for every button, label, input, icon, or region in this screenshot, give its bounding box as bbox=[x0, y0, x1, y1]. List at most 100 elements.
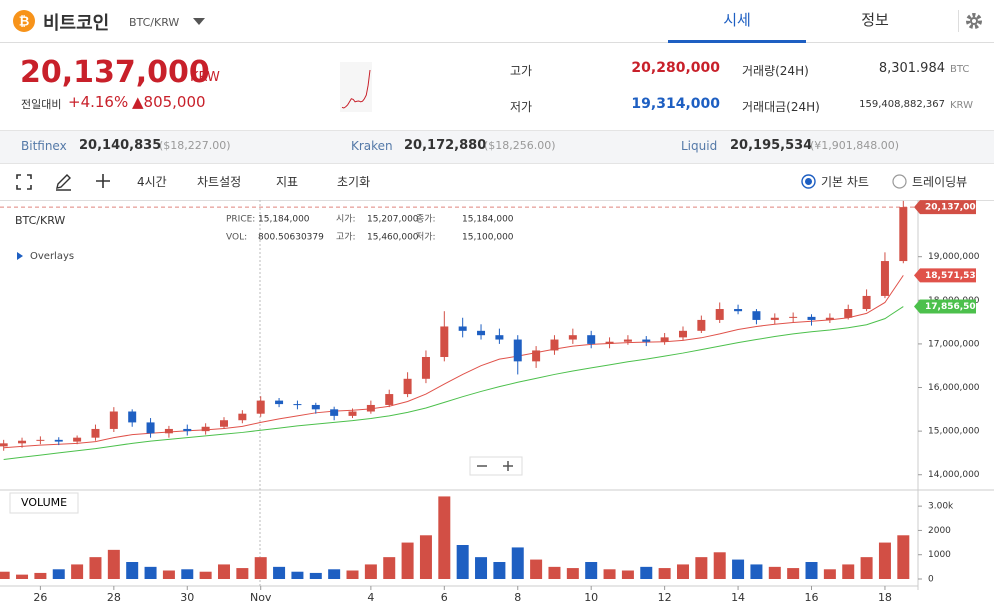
candle-body bbox=[477, 330, 486, 336]
dropdown[interactable] bbox=[192, 16, 206, 26]
y-tick-label: 17,000,000 bbox=[928, 339, 980, 349]
radio-label[interactable]: 트레이딩뷰 bbox=[912, 175, 968, 189]
volume-bar bbox=[291, 571, 304, 579]
info-label: 시가: bbox=[336, 214, 356, 225]
candle-body bbox=[899, 207, 908, 262]
candle-body bbox=[385, 394, 394, 405]
candle-body bbox=[532, 350, 541, 362]
candle-body bbox=[18, 440, 27, 444]
x-tick-label: 30 bbox=[180, 591, 194, 604]
candle-body bbox=[293, 404, 302, 406]
volume-bar bbox=[346, 570, 359, 579]
stat-value: 8,301.984 bbox=[878, 61, 945, 76]
indicators[interactable]: 지표 bbox=[276, 175, 299, 189]
volume-bar bbox=[475, 557, 488, 579]
volume-bar bbox=[456, 545, 469, 579]
volume-bar bbox=[89, 557, 102, 579]
candle-body bbox=[256, 400, 265, 414]
volume-bar bbox=[750, 564, 763, 579]
exchange-name: Liquid bbox=[681, 139, 718, 153]
reset-button[interactable]: 초기화 bbox=[337, 175, 371, 189]
change-pct: +4.16% bbox=[68, 93, 129, 111]
stat-unit: KRW bbox=[950, 100, 973, 111]
x-tick-label: 16 bbox=[805, 591, 819, 604]
candle-body bbox=[238, 413, 247, 421]
x-tick-label: 26 bbox=[33, 591, 47, 604]
radio[interactable] bbox=[892, 174, 907, 189]
candle-body bbox=[678, 330, 687, 338]
candle-body bbox=[770, 317, 779, 320]
change-abs: ▲805,000 bbox=[132, 93, 206, 111]
x-tick-label: 6 bbox=[441, 591, 448, 604]
draw-icon[interactable] bbox=[54, 173, 72, 191]
candle-body bbox=[752, 311, 761, 320]
x-tick-label: 10 bbox=[584, 591, 598, 604]
volume-bar bbox=[383, 557, 396, 579]
x-tick-label: 18 bbox=[878, 591, 892, 604]
exchange-name: Bitfinex bbox=[21, 139, 67, 153]
stat-unit: BTC bbox=[950, 64, 970, 75]
overlays[interactable]: Overlays bbox=[30, 251, 74, 262]
x-tick-label: 8 bbox=[514, 591, 521, 604]
price-tag bbox=[914, 268, 976, 283]
candle-body bbox=[219, 420, 228, 427]
stat-label: 거래대금(24H) bbox=[742, 100, 820, 114]
price-tag bbox=[914, 200, 976, 215]
candle-body bbox=[146, 422, 155, 434]
crosshair-icon[interactable] bbox=[95, 173, 111, 189]
volume-bar bbox=[530, 559, 543, 579]
toolbar: 4시간 차트설정 지표 초기화 기본 차트 트레이딩뷰 bbox=[0, 163, 994, 201]
info-value: 800.50630379 bbox=[258, 233, 324, 243]
volume-bar bbox=[768, 566, 781, 579]
info-label: 종가: bbox=[416, 214, 436, 225]
interval-select[interactable]: 4시간 bbox=[137, 175, 167, 189]
volume-tick-label: 2000 bbox=[928, 526, 951, 536]
candle-body bbox=[440, 326, 449, 357]
candle-body bbox=[880, 261, 889, 296]
volume-bar bbox=[621, 570, 634, 579]
info-value: 15,100,000 bbox=[462, 233, 514, 243]
x-tick-label: 12 bbox=[658, 591, 672, 604]
volume-bar bbox=[658, 568, 671, 579]
candle-body bbox=[605, 341, 614, 344]
radio-label[interactable]: 기본 차트 bbox=[821, 175, 869, 189]
coin-icon: ₿ bbox=[13, 10, 35, 32]
volume-bar bbox=[162, 570, 175, 579]
info-label: VOL: bbox=[226, 233, 247, 243]
candle-body bbox=[458, 326, 467, 331]
candle-body bbox=[623, 339, 632, 342]
price-tag bbox=[914, 299, 976, 314]
candle-body bbox=[128, 411, 137, 423]
y-tick-label: 16,000,000 bbox=[928, 383, 980, 393]
exchange-name: Kraken bbox=[351, 139, 393, 153]
volume-bar bbox=[273, 566, 286, 579]
volume-bar bbox=[0, 571, 10, 579]
radio-selected[interactable] bbox=[801, 174, 816, 189]
volume-bar bbox=[438, 496, 451, 579]
x-tick-label: 4 bbox=[367, 591, 374, 604]
volume-bar bbox=[640, 566, 653, 579]
candle-body bbox=[715, 309, 724, 320]
chart-title: BTC/KRW bbox=[15, 214, 65, 227]
exchange-usd: ($18,256.00) bbox=[484, 139, 556, 152]
volume-bar bbox=[713, 552, 726, 579]
tab[interactable]: 시세 bbox=[668, 0, 806, 43]
candle-body bbox=[568, 335, 577, 340]
candle-body bbox=[164, 428, 173, 434]
stat-label: 거래량(24H) bbox=[742, 64, 809, 78]
settings-icon[interactable] bbox=[958, 10, 985, 32]
fullscreen-icon[interactable] bbox=[16, 174, 32, 190]
coin-pair: BTC/KRW bbox=[129, 16, 180, 29]
tab[interactable]: 정보 bbox=[861, 11, 889, 29]
candle-body bbox=[734, 309, 743, 312]
volume-tick-label: 3.00k bbox=[928, 502, 954, 512]
change-label: 전일대비 bbox=[21, 98, 62, 111]
volume-bar bbox=[254, 557, 267, 579]
volume-bar bbox=[860, 557, 873, 579]
volume-tick-label: 0 bbox=[928, 575, 934, 585]
chart-settings[interactable]: 차트설정 bbox=[197, 175, 242, 189]
info-label: 고가: bbox=[336, 232, 356, 243]
y-tick-label: 18,000,000 bbox=[928, 296, 980, 306]
candle-body bbox=[862, 295, 871, 310]
